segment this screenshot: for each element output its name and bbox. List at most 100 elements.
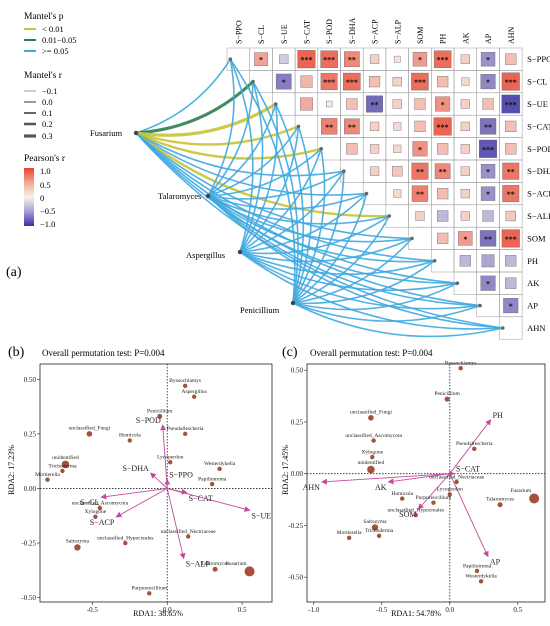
taxon-label-xylogone: Xylogone <box>361 449 383 455</box>
mantel-link <box>239 170 345 253</box>
taxon-label-trichoderma: Trichoderma <box>365 528 394 534</box>
y-tick-label: 0.00 <box>291 470 304 478</box>
heatmap-sig-marker: *** <box>505 78 517 87</box>
taxon-point-talaromyces <box>212 566 218 572</box>
taxon-label-unclassified-fungi: unclassified_Fungi <box>68 425 110 432</box>
heatmap-diag-node <box>432 259 437 263</box>
mantel-link <box>292 302 481 322</box>
heatmap-cell <box>505 120 517 132</box>
heatmap-diag-node <box>319 147 323 151</box>
taxon-point-unclassified-ascomycota <box>371 438 376 443</box>
heatmap-row-label-som: SOM <box>527 233 546 243</box>
mantel-link <box>239 126 300 253</box>
taxon-point-westerdykella <box>217 466 222 472</box>
env-vector-label-ap: AP <box>490 557 501 566</box>
heatmap-row-label-s-acp: S−ACP <box>527 189 550 199</box>
heatmap-col-label-s-acp: S−ACP <box>371 19 380 44</box>
taxon-point-unclassified-hypocreales <box>123 540 128 546</box>
mantel-link <box>292 260 436 305</box>
heatmap-sig-marker: ** <box>371 101 379 110</box>
taxon-point-purpureocillium <box>431 500 436 505</box>
heatmap-cell <box>369 54 380 64</box>
taxon-point-lycoperdon <box>447 492 452 497</box>
pearson-tick-1: 1.0 <box>40 166 51 176</box>
legend-pearson-title: Pearson's r <box>24 154 66 164</box>
heatmap-sig-marker: * <box>486 78 490 87</box>
mantel-nodes: Fusarium Talaromyces Aspergillus Penicilliu… <box>90 128 296 315</box>
heatmap-sig-marker: ** <box>348 123 356 132</box>
env-vector-s-pod <box>160 424 168 489</box>
heatmap-cell <box>366 95 383 113</box>
taxon-point-fusarium <box>244 566 255 577</box>
heatmap-cell <box>505 277 517 289</box>
heatmap-sig-marker: *** <box>505 235 517 244</box>
x-tick-label: 0.5 <box>513 606 522 614</box>
heatmap-cell <box>480 74 496 90</box>
env-vector-label-ak: AK <box>375 483 387 492</box>
mantel-link <box>239 237 413 263</box>
heatmap-col-label-ph: PH <box>439 34 448 44</box>
taxon-label-lycoperdon: Lycoperdon <box>437 487 464 493</box>
env-vector-som <box>417 473 451 510</box>
env-vector-s-dha <box>150 472 168 489</box>
heatmap-diag-node <box>228 57 233 61</box>
heatmap-diag-node <box>410 236 414 241</box>
taxon-point-humicola <box>127 438 133 443</box>
heatmap-cell <box>503 298 519 314</box>
heatmap-row-label-s-pod: S−POD <box>527 144 550 154</box>
heatmap-sig-marker: *** <box>414 78 426 87</box>
heatmap-cell <box>482 98 494 110</box>
mantel-link <box>207 59 235 197</box>
heatmap-cell <box>505 143 517 155</box>
taxon-label-papiliotrema: Papiliotrema <box>198 476 227 482</box>
heatmap-sig-marker: * <box>486 168 490 177</box>
heatmap-sig-marker: *** <box>323 78 335 87</box>
heatmap-cell <box>368 76 381 88</box>
taxon-point-unclassified-nectriaceae <box>454 479 459 485</box>
heatmap-cell <box>411 185 429 202</box>
heatmap-cell <box>297 50 316 69</box>
mantel-link <box>207 148 322 197</box>
pearson-tick-3: 0 <box>40 193 44 203</box>
mantel-link <box>292 193 368 304</box>
heatmap-cell <box>480 164 496 179</box>
rda1-title: Overall permutation test: P=0.004 <box>42 348 165 358</box>
heatmap-cell <box>480 275 496 291</box>
mantel-link <box>292 282 458 311</box>
rda-plot-c: -1.0 -0.5 0.0 0.5 -0.50 -0.25 0.00 0.25 0.50 PH AH… <box>288 360 546 614</box>
heatmap-sig-marker: *** <box>437 123 449 132</box>
taxon-point-humicola <box>400 496 405 501</box>
mantel-link <box>207 103 277 197</box>
heatmap-sig-marker: * <box>486 56 490 65</box>
taxon-label-westerdykella: Westerdykella <box>204 461 236 467</box>
taxon-label-trichoderma: Trichoderma <box>48 463 77 469</box>
mantel-link <box>239 251 481 310</box>
heatmap-cell <box>344 118 360 135</box>
mantel-node-fusarium <box>133 130 139 136</box>
heatmap-sig-marker: *** <box>323 56 335 65</box>
heatmap-diag-node <box>251 79 255 84</box>
taxon-label-unclassified-hypocreales: unclassified_Hypocreales <box>97 534 154 541</box>
y-tick-label: -0.25 <box>21 540 36 548</box>
pearson-tick-5: −1.0 <box>40 219 55 229</box>
env-vector-ahn <box>320 473 450 485</box>
heatmap-row-label-s-ppo: S−PPO <box>527 54 550 64</box>
heatmap-col-label-s-pod: S−POD <box>325 19 334 44</box>
mantel-link <box>239 81 264 253</box>
mantel-link <box>135 125 299 146</box>
env-vector-s-cl <box>100 488 168 500</box>
legend-r-label-4: 0.2 <box>42 119 53 129</box>
heatmap-cell <box>482 210 494 222</box>
heatmap-cell <box>479 118 497 135</box>
taxon-label-unclassified-hypocreales: unclassified_Hypocreales <box>388 506 445 513</box>
mantel-link <box>207 170 345 200</box>
heatmap-cell <box>460 166 470 176</box>
taxon-point-unidentified <box>367 465 375 474</box>
heatmap-row-label-ap: AP <box>527 301 538 311</box>
heatmap-cell <box>343 72 361 91</box>
heatmap-cell <box>435 96 451 112</box>
taxon-point-westerdykella <box>478 579 484 584</box>
env-vector-label-s-cat: S−CAT <box>456 465 480 474</box>
taxon-label-fusarium: Fusarium <box>226 561 248 567</box>
env-vector-label-som: SOM <box>399 510 416 519</box>
